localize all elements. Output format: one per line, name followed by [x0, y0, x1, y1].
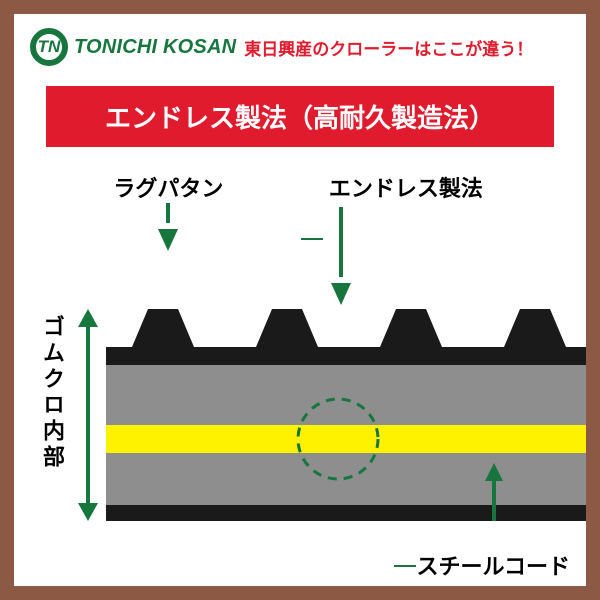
label-rag-text: ラグパタン: [113, 176, 223, 201]
logo-icon: TN: [30, 28, 68, 66]
arrow-stem: [339, 207, 343, 277]
double-arrow-icon: [76, 309, 100, 521]
cross-section-diagram: [106, 309, 586, 521]
label-steel-text: スチールコード: [416, 554, 570, 579]
label-endless-text: エンドレス製法: [329, 176, 483, 201]
title-bar: エンドレス製法（高耐久製造法）: [46, 86, 554, 147]
label-rubber-interior: ゴムクロ内部: [36, 315, 68, 471]
tagline: 東日興産のクローラーはここが違う！: [244, 35, 533, 60]
arrow-down-icon: [158, 229, 178, 251]
arrow-down-icon: [331, 283, 351, 305]
label-steel-cord: スチールコード: [416, 549, 570, 581]
label-rag-pattern: ラグパタン: [14, 171, 323, 305]
brand-name: TONICHI KOSAN: [74, 36, 236, 59]
arrow-stem: [166, 203, 170, 223]
